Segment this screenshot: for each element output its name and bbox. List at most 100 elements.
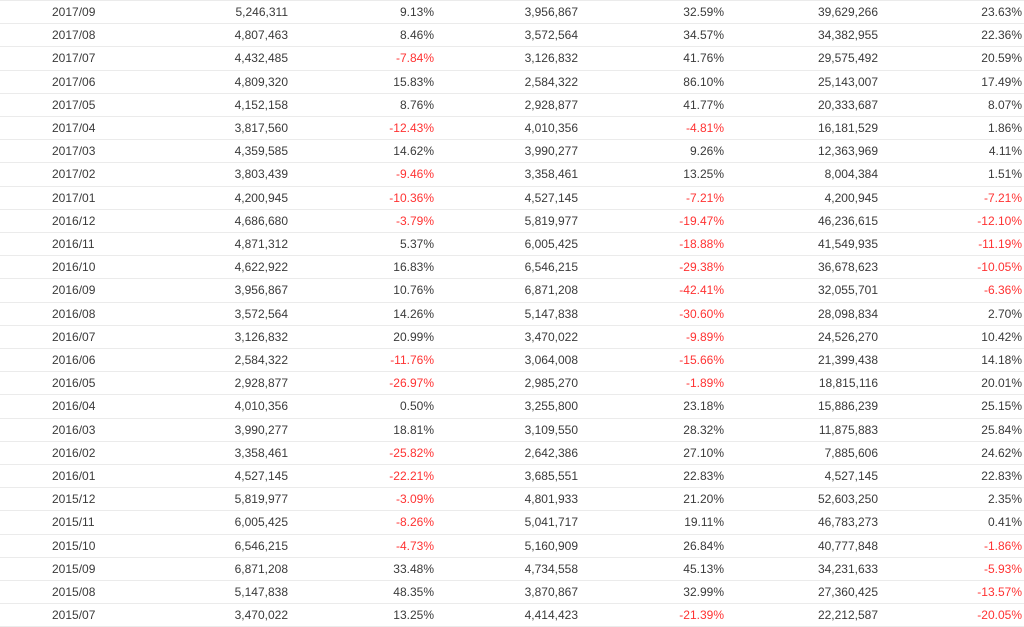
cell-value-3: 41,549,935 <box>726 232 880 257</box>
cell-value-2: 2,985,270 <box>436 371 580 396</box>
cell-change-1: 5.37% <box>290 232 436 257</box>
cell-month: 2015/11 <box>0 510 120 535</box>
cell-value-3: 4,527,145 <box>726 464 880 489</box>
cell-value-2: 3,572,564 <box>436 23 580 48</box>
cell-change-3: -13.57% <box>880 580 1024 605</box>
cell-value-2: 6,871,208 <box>436 278 580 303</box>
table-row: 2017/08 4,807,463 8.46% 3,572,564 34.57% 34,3… <box>0 23 1024 48</box>
cell-month: 2017/05 <box>0 93 120 118</box>
cell-value-1: 3,990,277 <box>120 418 290 442</box>
cell-change-1: 20.99% <box>290 325 436 350</box>
cell-change-1: 8.76% <box>290 93 436 118</box>
cell-change-3: -12.10% <box>880 209 1024 234</box>
cell-value-3: 4,200,945 <box>726 186 880 210</box>
cell-change-2: -21.39% <box>580 603 726 627</box>
cell-change-1: 14.26% <box>290 302 436 326</box>
cell-change-1: -26.97% <box>290 371 436 396</box>
cell-value-2: 3,870,867 <box>436 580 580 605</box>
cell-month: 2016/09 <box>0 278 120 303</box>
cell-change-2: -9.89% <box>580 325 726 350</box>
table-row: 2016/01 4,527,145 -22.21% 3,685,551 22.83% 4,… <box>0 464 1024 489</box>
cell-value-3: 32,055,701 <box>726 278 880 303</box>
cell-value-2: 3,956,867 <box>436 0 580 25</box>
cell-value-3: 18,815,116 <box>726 371 880 396</box>
cell-change-2: 27.10% <box>580 441 726 466</box>
cell-value-1: 4,010,356 <box>120 394 290 419</box>
cell-value-1: 4,622,922 <box>120 255 290 280</box>
table-row: 2016/10 4,622,922 16.83% 6,546,215 -29.38% 36… <box>0 255 1024 280</box>
table-row: 2016/04 4,010,356 0.50% 3,255,800 23.18% 15,8… <box>0 394 1024 419</box>
cell-month: 2015/08 <box>0 580 120 605</box>
cell-change-2: 45.13% <box>580 557 726 582</box>
cell-value-2: 4,734,558 <box>436 557 580 582</box>
cell-value-1: 4,432,485 <box>120 46 290 71</box>
table-row: 2017/06 4,809,320 15.83% 2,584,322 86.10% 25,… <box>0 70 1024 94</box>
cell-value-3: 16,181,529 <box>726 116 880 141</box>
cell-value-2: 3,109,550 <box>436 418 580 442</box>
cell-value-1: 3,572,564 <box>120 302 290 326</box>
cell-value-3: 7,885,606 <box>726 441 880 466</box>
cell-value-1: 3,470,022 <box>120 603 290 627</box>
cell-value-1: 3,358,461 <box>120 441 290 466</box>
cell-change-1: -8.26% <box>290 510 436 535</box>
cell-value-2: 5,819,977 <box>436 209 580 234</box>
cell-value-1: 3,817,560 <box>120 116 290 141</box>
cell-change-2: -7.21% <box>580 186 726 210</box>
cell-change-3: 2.35% <box>880 487 1024 512</box>
cell-value-3: 12,363,969 <box>726 139 880 164</box>
cell-change-2: 32.59% <box>580 0 726 25</box>
cell-value-3: 22,212,587 <box>726 603 880 627</box>
cell-change-1: 18.81% <box>290 418 436 442</box>
cell-change-1: -11.76% <box>290 348 436 373</box>
cell-value-3: 40,777,848 <box>726 534 880 558</box>
cell-change-3: 8.07% <box>880 93 1024 118</box>
cell-value-1: 2,928,877 <box>120 371 290 396</box>
cell-change-3: 20.01% <box>880 371 1024 396</box>
cell-change-3: -11.19% <box>880 232 1024 257</box>
cell-change-1: 48.35% <box>290 580 436 605</box>
cell-change-1: -4.73% <box>290 534 436 558</box>
cell-change-2: 22.83% <box>580 464 726 489</box>
cell-change-3: -1.86% <box>880 534 1024 558</box>
cell-value-2: 5,160,909 <box>436 534 580 558</box>
cell-month: 2015/09 <box>0 557 120 582</box>
cell-change-3: 22.83% <box>880 464 1024 489</box>
cell-value-2: 3,685,551 <box>436 464 580 489</box>
cell-change-1: 13.25% <box>290 603 436 627</box>
cell-change-1: 33.48% <box>290 557 436 582</box>
cell-value-1: 4,809,320 <box>120 70 290 94</box>
cell-value-2: 2,584,322 <box>436 70 580 94</box>
cell-change-3: -5.93% <box>880 557 1024 582</box>
cell-month: 2017/06 <box>0 70 120 94</box>
table-row: 2016/07 3,126,832 20.99% 3,470,022 -9.89% 24,… <box>0 325 1024 350</box>
cell-month: 2017/02 <box>0 162 120 187</box>
cell-month: 2016/07 <box>0 325 120 350</box>
cell-value-1: 4,686,680 <box>120 209 290 234</box>
cell-month: 2015/10 <box>0 534 120 558</box>
cell-value-3: 15,886,239 <box>726 394 880 419</box>
cell-change-3: 0.41% <box>880 510 1024 535</box>
cell-value-2: 4,527,145 <box>436 186 580 210</box>
cell-value-3: 20,333,687 <box>726 93 880 118</box>
cell-value-3: 28,098,834 <box>726 302 880 326</box>
cell-change-3: 25.84% <box>880 418 1024 442</box>
cell-change-2: 32.99% <box>580 580 726 605</box>
cell-change-2: 26.84% <box>580 534 726 558</box>
table-row: 2015/11 6,005,425 -8.26% 5,041,717 19.11% 46,… <box>0 510 1024 535</box>
cell-value-1: 4,359,585 <box>120 139 290 164</box>
cell-change-2: 21.20% <box>580 487 726 512</box>
table-row: 2016/05 2,928,877 -26.97% 2,985,270 -1.89% 18… <box>0 371 1024 396</box>
cell-change-2: -18.88% <box>580 232 726 257</box>
cell-month: 2016/12 <box>0 209 120 234</box>
cell-value-1: 3,126,832 <box>120 325 290 350</box>
cell-value-2: 3,255,800 <box>436 394 580 419</box>
cell-month: 2016/03 <box>0 418 120 442</box>
cell-change-1: -3.09% <box>290 487 436 512</box>
cell-value-3: 52,603,250 <box>726 487 880 512</box>
cell-change-2: 86.10% <box>580 70 726 94</box>
table-row: 2015/12 5,819,977 -3.09% 4,801,933 21.20% 52,… <box>0 487 1024 512</box>
cell-value-1: 5,819,977 <box>120 487 290 512</box>
cell-month: 2016/01 <box>0 464 120 489</box>
